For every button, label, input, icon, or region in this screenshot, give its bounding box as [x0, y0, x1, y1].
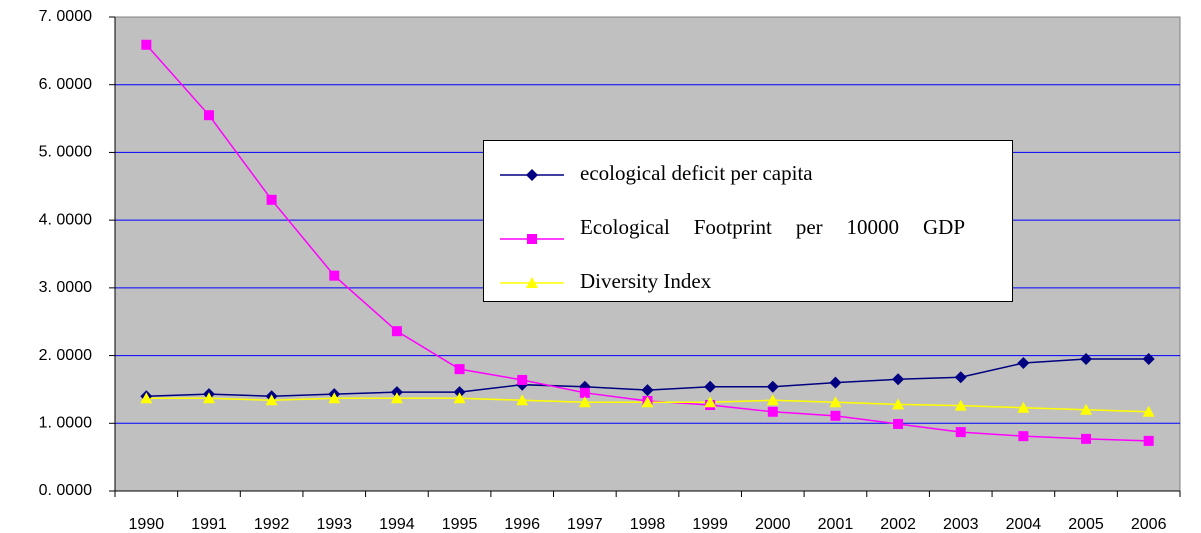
- marker: [1080, 403, 1093, 415]
- marker: [1018, 431, 1029, 442]
- marker: [527, 234, 537, 244]
- marker: [892, 373, 905, 386]
- marker: [1142, 405, 1155, 417]
- marker: [526, 277, 538, 288]
- x-tick-label: 1995: [442, 516, 478, 533]
- x-tick-label: 1993: [316, 516, 352, 533]
- x-tick-label: 2003: [943, 516, 979, 533]
- x-tick-label: 1997: [567, 516, 603, 533]
- marker: [704, 396, 717, 408]
- marker: [141, 39, 152, 50]
- marker: [328, 392, 341, 404]
- marker: [1142, 352, 1155, 365]
- marker: [1080, 352, 1093, 365]
- legend-symbol: [500, 234, 564, 244]
- marker: [641, 384, 654, 397]
- legend-label: Diversity Index: [580, 269, 712, 293]
- marker: [140, 392, 153, 404]
- x-tick-label: 1990: [129, 516, 165, 533]
- x-tick-label: 2000: [755, 516, 791, 533]
- x-tick-label: 2005: [1068, 516, 1104, 533]
- marker: [390, 392, 403, 404]
- legend: ecological deficit per capita Ecological …: [483, 140, 1013, 302]
- y-tick-label: 3. 0000: [39, 279, 92, 296]
- marker: [1143, 435, 1154, 446]
- marker: [1081, 433, 1092, 444]
- marker: [955, 427, 966, 438]
- marker: [830, 410, 841, 421]
- legend-label: Ecological Footprint per 10000 GDP: [580, 215, 965, 239]
- marker: [1017, 401, 1030, 413]
- y-tick-label: 0. 0000: [39, 482, 92, 499]
- y-tick-label: 5. 0000: [39, 144, 92, 161]
- marker: [1017, 357, 1030, 370]
- marker: [829, 396, 842, 408]
- x-tick-label: 1999: [692, 516, 728, 533]
- y-tick-label: 7. 0000: [39, 8, 92, 25]
- x-tick-label: 1992: [254, 516, 290, 533]
- legend-symbol: [500, 277, 564, 288]
- legend-label: ecological deficit per capita: [580, 161, 813, 185]
- marker: [203, 110, 214, 121]
- y-tick-label: 1. 0000: [39, 415, 92, 432]
- marker: [266, 194, 277, 205]
- marker: [578, 396, 591, 408]
- marker: [454, 364, 465, 375]
- marker: [767, 406, 778, 417]
- x-tick-label: 2001: [818, 516, 854, 533]
- marker: [766, 380, 779, 393]
- x-tick-label: 2004: [1006, 516, 1042, 533]
- marker: [641, 396, 654, 408]
- marker: [453, 386, 466, 399]
- marker: [893, 418, 904, 429]
- marker: [892, 398, 905, 410]
- marker: [704, 380, 717, 393]
- marker: [391, 326, 402, 337]
- marker: [829, 376, 842, 389]
- marker: [517, 374, 528, 385]
- marker: [954, 399, 967, 411]
- marker: [579, 387, 590, 398]
- y-tick-label: 4. 0000: [39, 211, 92, 228]
- x-tick-label: 1994: [379, 516, 415, 533]
- x-tick-label: 1998: [630, 516, 666, 533]
- legend-symbol: [500, 169, 564, 181]
- marker: [766, 394, 779, 406]
- y-tick-label: 6. 0000: [39, 76, 92, 93]
- marker: [526, 169, 538, 181]
- marker: [516, 394, 529, 406]
- x-tick-label: 2002: [880, 516, 916, 533]
- y-tick-label: 2. 0000: [39, 347, 92, 364]
- marker: [329, 270, 340, 281]
- marker: [453, 392, 466, 404]
- x-tick-label: 1996: [504, 516, 540, 533]
- marker: [202, 392, 215, 404]
- marker: [265, 394, 278, 406]
- marker: [390, 386, 403, 399]
- x-tick-label: 2006: [1131, 516, 1167, 533]
- marker: [954, 371, 967, 384]
- x-tick-label: 1991: [191, 516, 227, 533]
